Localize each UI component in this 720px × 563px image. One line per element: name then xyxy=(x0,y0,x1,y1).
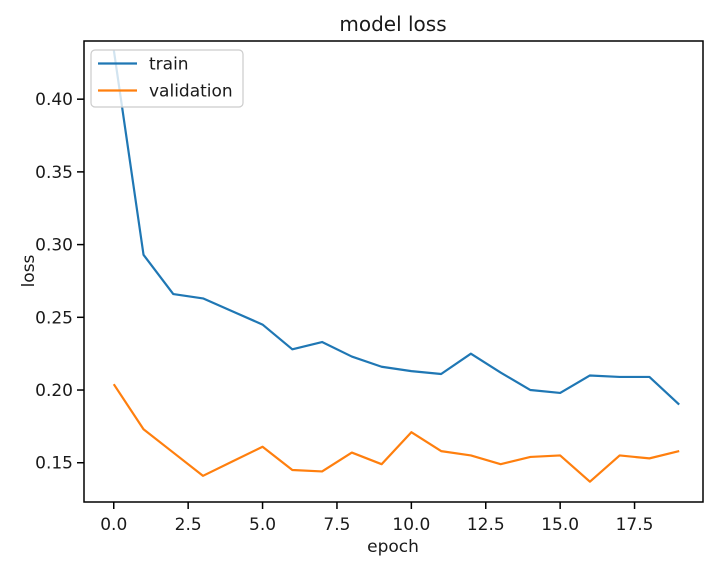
x-tick-label: 17.5 xyxy=(616,515,654,535)
legend: train validation xyxy=(90,49,244,108)
y-axis-label: loss xyxy=(19,254,39,287)
x-axis-label: epoch xyxy=(367,537,419,557)
chart-title: model loss xyxy=(339,12,446,36)
legend-label: train xyxy=(149,55,189,75)
y-tick-label: 0.30 xyxy=(35,236,73,256)
x-axis-ticks: 0.0 2.5 5.0 7.5 10.0 12.5 15.0 17.5 xyxy=(100,502,653,535)
train-line xyxy=(112,49,680,406)
x-tick-label: 2.5 xyxy=(175,515,202,535)
x-tick-label: 0.0 xyxy=(100,515,127,535)
y-tick-label: 0.40 xyxy=(35,90,73,110)
x-tick-label: 5.0 xyxy=(249,515,276,535)
x-tick-label: 10.0 xyxy=(392,515,430,535)
x-tick-label: 12.5 xyxy=(467,515,505,535)
y-tick-label: 0.20 xyxy=(35,381,73,401)
validation-line xyxy=(112,383,680,483)
y-tick-label: 0.35 xyxy=(35,163,73,183)
series-lines xyxy=(112,49,680,483)
x-tick-label: 15.0 xyxy=(541,515,579,535)
legend-label: validation xyxy=(149,82,233,102)
x-tick-label: 7.5 xyxy=(323,515,350,535)
axes-spines xyxy=(83,40,704,503)
y-axis-ticks: 0.15 0.20 0.25 0.30 0.35 0.40 xyxy=(35,90,84,474)
y-tick-label: 0.25 xyxy=(35,308,73,328)
plot-border xyxy=(83,40,704,503)
y-tick-label: 0.15 xyxy=(35,454,73,474)
